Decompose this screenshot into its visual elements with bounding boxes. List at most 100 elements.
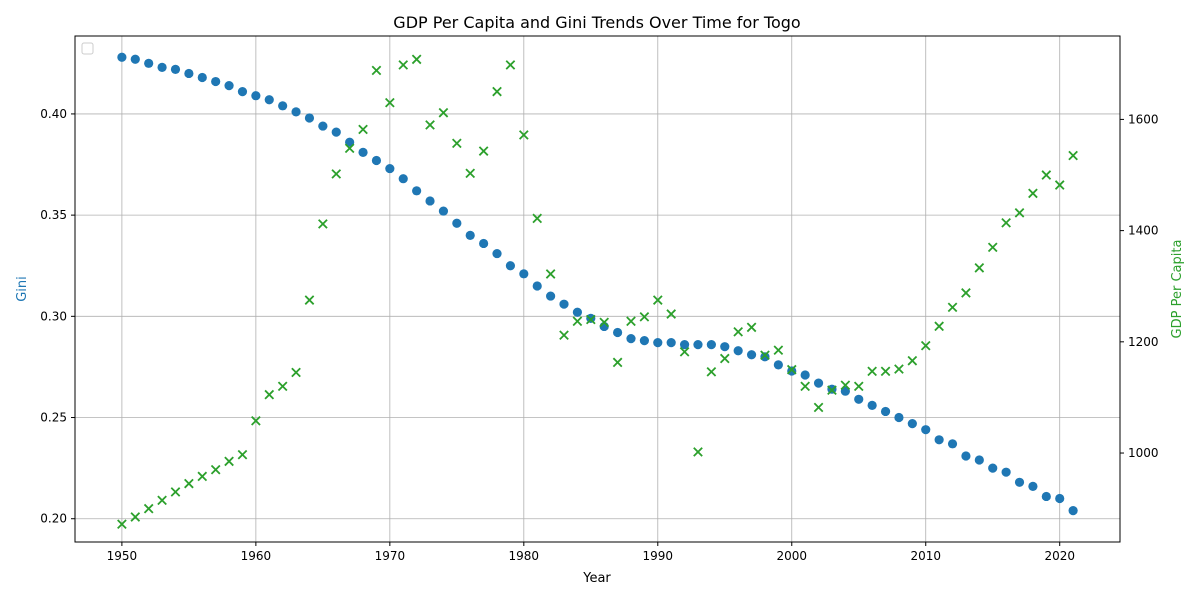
- gdp-point: [572, 316, 583, 327]
- gdp-point: [853, 381, 864, 392]
- gdp-point: [840, 380, 851, 391]
- gdp-point: [800, 381, 810, 392]
- gdp-point: [117, 519, 127, 530]
- gdp-point: [612, 357, 623, 368]
- x-tick-label: 1960: [241, 549, 272, 563]
- gini-point: [1055, 493, 1065, 504]
- gdp-point: [1054, 180, 1065, 190]
- gdp-point: [907, 355, 918, 366]
- gdp-point: [920, 340, 931, 351]
- gini-point: [880, 406, 891, 417]
- gini-point: [304, 113, 315, 123]
- gdp-point: [411, 54, 422, 65]
- gdp-point: [599, 317, 610, 328]
- gdp-point: [344, 143, 355, 154]
- gini-point: [934, 435, 944, 445]
- gdp-point: [143, 503, 154, 514]
- gdp-point: [639, 311, 650, 322]
- gini-point: [130, 54, 140, 64]
- gini-point: [867, 400, 877, 410]
- gini-point: [224, 80, 234, 91]
- legend-box: [81, 42, 94, 55]
- gini-point: [894, 412, 904, 423]
- gdp-point: [224, 456, 234, 467]
- gdp-point: [733, 326, 744, 337]
- gini-point: [278, 101, 288, 111]
- gini-point: [184, 68, 194, 79]
- gdp-point: [170, 487, 181, 497]
- gini-point: [345, 137, 355, 147]
- gdp-point: [157, 495, 167, 506]
- gdp-point: [679, 346, 690, 357]
- gini-point: [653, 338, 663, 348]
- gini-point: [760, 352, 770, 362]
- x-axis-title: Year: [582, 571, 611, 586]
- gdp-point: [197, 471, 208, 482]
- gini-point: [546, 291, 556, 301]
- gdp-point: [130, 512, 141, 522]
- y-axis-right: 1000 1200 1400 1600: [1120, 112, 1159, 460]
- gini-point: [988, 463, 998, 473]
- gini-point: [961, 451, 971, 461]
- x-tick-label: 1980: [509, 549, 540, 563]
- y-right-tick-label: 1600: [1128, 112, 1159, 126]
- gdp-point: [358, 124, 368, 135]
- gini-point: [1028, 481, 1038, 491]
- gini-point: [425, 196, 435, 206]
- gini-point: [679, 340, 690, 350]
- gini-point: [787, 366, 797, 376]
- gini-point: [800, 370, 810, 380]
- gini-point: [666, 338, 676, 348]
- gdp-point: [251, 415, 261, 426]
- gdp-point: [1014, 207, 1025, 218]
- chart-title: GDP Per Capita and Gini Trends Over Time…: [393, 13, 800, 32]
- gdp-point: [934, 321, 944, 332]
- gini-point: [773, 360, 783, 370]
- plot-points: [117, 52, 1078, 530]
- gini-point: [1068, 506, 1078, 516]
- y-left-tick-label: 0.40: [40, 107, 67, 121]
- gdp-point: [331, 169, 342, 179]
- gdp-point: [264, 389, 275, 400]
- gdp-point: [277, 381, 288, 392]
- x-tick-label: 2020: [1044, 549, 1075, 563]
- gdp-point: [291, 367, 301, 378]
- gdp-point: [813, 402, 824, 413]
- gdp-point: [666, 309, 677, 319]
- gdp-point: [559, 330, 569, 340]
- gdp-point: [867, 366, 877, 377]
- gini-point: [452, 218, 462, 228]
- y-right-tick-label: 1200: [1128, 335, 1159, 349]
- gini-point: [532, 281, 542, 291]
- gini-point: [505, 261, 516, 271]
- gini-point: [385, 163, 395, 174]
- gini-point: [318, 121, 328, 131]
- gini-point: [211, 76, 221, 87]
- gdp-point: [545, 269, 556, 279]
- y-left-tick-label: 0.25: [40, 411, 67, 425]
- grid-lines: [75, 36, 1120, 542]
- gdp-point: [719, 353, 730, 364]
- gini-point: [492, 248, 502, 259]
- gdp-point: [237, 449, 248, 460]
- y-axis-right-title: GDP Per Capita: [1170, 240, 1185, 339]
- gini-point: [438, 206, 449, 216]
- gini-point: [237, 87, 248, 97]
- gdp-point: [947, 302, 958, 313]
- x-tick-label: 1970: [375, 549, 406, 563]
- gdp-point: [773, 345, 784, 356]
- gdp-point: [505, 60, 516, 70]
- plot-frame: [74, 35, 1121, 543]
- gini-point: [291, 107, 301, 117]
- y-right-tick-label: 1000: [1128, 446, 1159, 460]
- x-tick-label: 1950: [107, 549, 138, 563]
- gdp-point: [706, 367, 717, 377]
- gdp-point: [585, 314, 596, 325]
- x-axis: 1950 1960 1970 1980 1990 2000 2010 2020: [107, 542, 1075, 563]
- x-tick-label: 1990: [643, 549, 674, 563]
- gini-point: [251, 91, 261, 101]
- gini-point: [720, 342, 730, 352]
- gini-point: [479, 238, 489, 249]
- y-axis-left: 0.20 0.25 0.30 0.35 0.40: [40, 107, 75, 526]
